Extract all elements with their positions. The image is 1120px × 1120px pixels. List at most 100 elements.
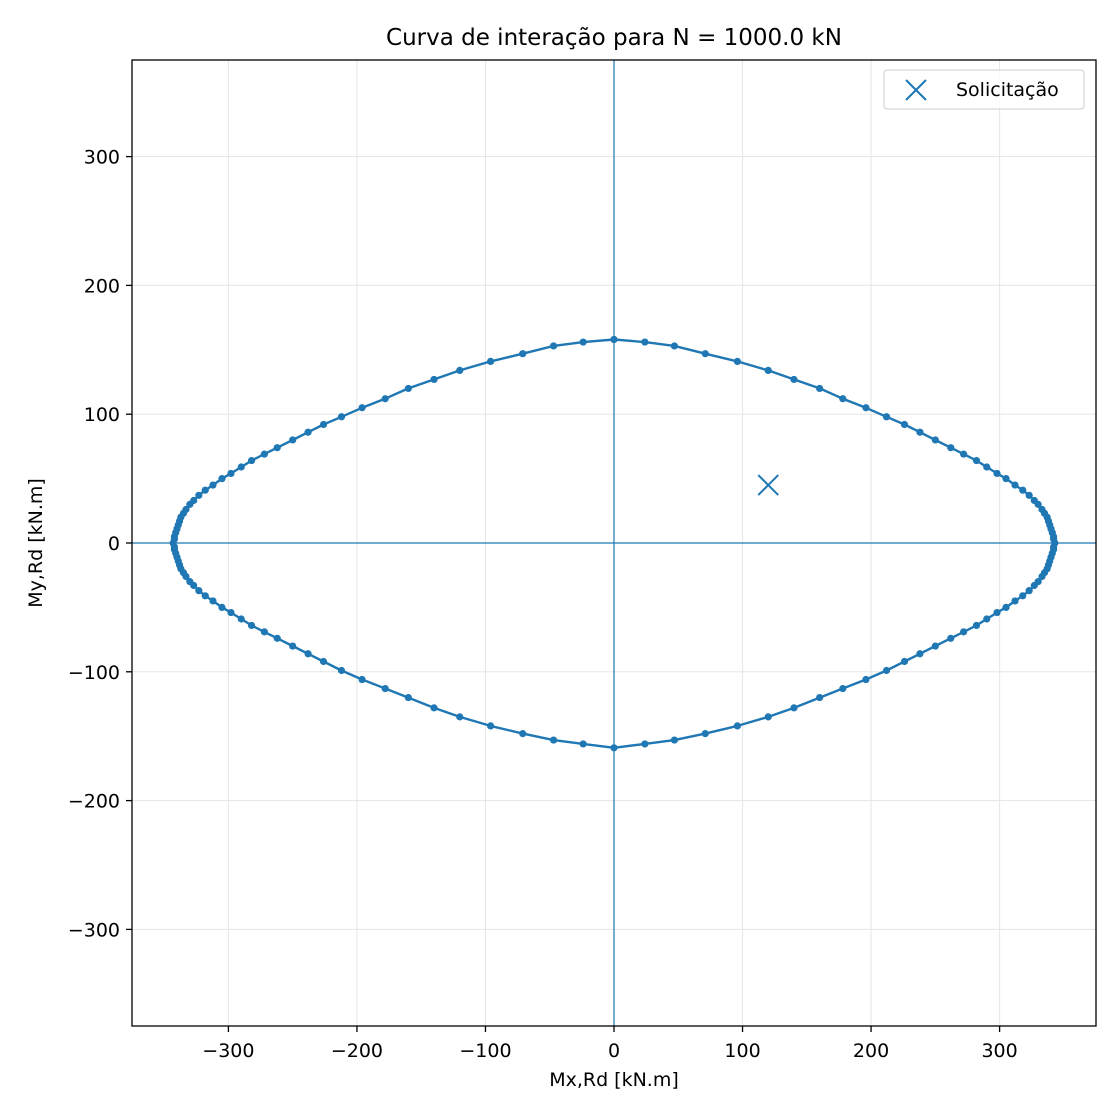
curve-point [247, 456, 256, 465]
curve-point [247, 621, 256, 630]
curve-point [993, 608, 1001, 617]
y-tick-label: 300 [84, 147, 120, 169]
curve-point [289, 436, 297, 444]
curve-point [790, 704, 798, 712]
curve-point [227, 608, 235, 617]
curve-point [381, 395, 389, 403]
curve-point [931, 436, 939, 444]
curve-point [304, 650, 312, 658]
legend-box [883, 69, 1085, 110]
load-point-stroke [757, 474, 779, 496]
curve-point [983, 615, 991, 623]
curve-point [319, 657, 328, 666]
curve-point [733, 357, 741, 365]
curve-point [1019, 592, 1027, 600]
curve-point [227, 469, 235, 478]
curve-point [487, 357, 495, 365]
curve-point [947, 444, 955, 452]
curve-point [882, 413, 891, 421]
curve-point [487, 722, 495, 730]
chart-title: Curva de interação para N = 1000.0 kN [386, 25, 842, 51]
curve-point [916, 650, 924, 658]
curve-point [972, 456, 981, 465]
curve-point [960, 450, 968, 458]
x-tick-label: −100 [459, 1040, 511, 1062]
curve-point [381, 684, 389, 693]
y-tick-label: −300 [68, 919, 120, 941]
curve-point [201, 592, 209, 600]
legend-label-solicitacao: Solicitação [956, 79, 1059, 101]
curve-point [430, 704, 438, 712]
curve-point [670, 736, 679, 744]
curve-point [430, 375, 438, 384]
curve-point [1019, 486, 1027, 494]
curve-point [1011, 481, 1019, 489]
curve-point [701, 350, 709, 358]
curve-point [882, 666, 891, 675]
y-axis-ticks: −300 −200 −100 0 100 200 300 [68, 147, 132, 941]
curve-point [764, 713, 772, 721]
curve-point [1030, 581, 1038, 590]
curve-point [456, 713, 464, 721]
curve-point [641, 740, 649, 748]
curve-point [764, 366, 772, 375]
curve-point [610, 744, 618, 752]
x-tick-label: 200 [853, 1040, 889, 1062]
y-tick-label: −200 [68, 791, 120, 813]
x-tick-label: 300 [981, 1040, 1017, 1062]
curve-point [209, 481, 217, 489]
legend: Solicitação [883, 69, 1085, 110]
curve-point [839, 684, 847, 693]
curve-point [549, 736, 558, 744]
curve-point [579, 740, 587, 748]
curve-point [1025, 587, 1033, 595]
curve-point [790, 375, 798, 384]
y-tick-label: 100 [84, 404, 120, 426]
curve-point [1002, 603, 1010, 612]
curve-point [972, 621, 981, 630]
x-tick-label: 0 [608, 1040, 620, 1062]
curve-point [579, 338, 587, 346]
curve-point [237, 615, 245, 623]
curve-point [337, 666, 346, 675]
curve-point [701, 730, 709, 738]
curve-point [358, 404, 366, 412]
legend-marker-x [905, 79, 927, 101]
x-tick-label: 100 [724, 1040, 760, 1062]
curve-point [218, 475, 226, 483]
curve-point [195, 587, 203, 595]
curve-point [337, 413, 346, 421]
curve-point [839, 395, 847, 403]
curve-point [319, 420, 328, 429]
curve-point [816, 384, 824, 393]
curve-point [1025, 491, 1033, 499]
x-tick-label: −300 [202, 1040, 254, 1062]
curve-point [273, 444, 281, 452]
curve-point [237, 463, 245, 471]
load-point-marker [757, 474, 779, 496]
curve-point [260, 628, 268, 636]
x-tick-label: −200 [331, 1040, 383, 1062]
curve-point [519, 730, 527, 738]
curve-point [916, 428, 924, 436]
curve-point [456, 366, 464, 375]
curve-point [273, 634, 281, 642]
curve-point [190, 496, 198, 505]
curve-point [862, 404, 870, 412]
y-tick-label: 0 [108, 533, 120, 555]
curve-point [186, 578, 194, 586]
curve-point [549, 342, 558, 350]
curve-point [1034, 500, 1042, 508]
y-axis-label: My,Rd [kN.m] [25, 478, 47, 608]
y-tick-label: 200 [84, 275, 120, 297]
curve-point [404, 693, 412, 702]
curve-point [931, 642, 939, 650]
curve-point [218, 603, 226, 612]
curve-point [670, 342, 679, 350]
curve-point [610, 335, 618, 344]
curve-point [209, 597, 217, 605]
curve-point [1011, 597, 1019, 605]
